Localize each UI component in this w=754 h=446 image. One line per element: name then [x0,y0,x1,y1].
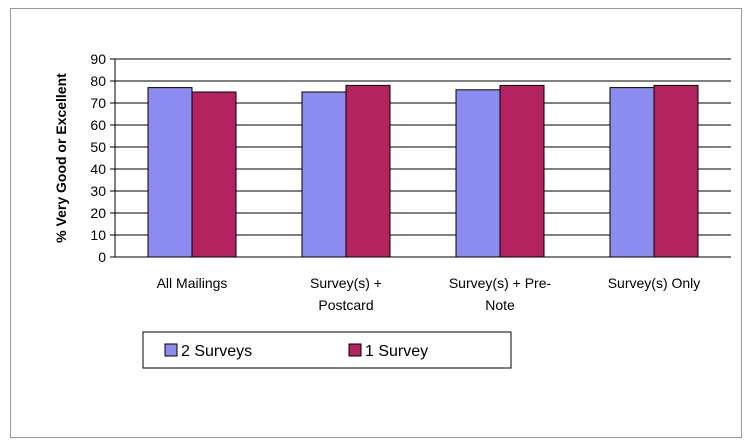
y-tick-label: 30 [90,183,106,199]
bar-series-2 [191,91,237,258]
y-axis-label: % Very Good or Excellent [53,73,69,243]
bar-series-1 [301,91,347,258]
bar-chart: 0 10 20 30 40 50 60 70 80 90 All Mailings Survey(s)… [53,51,731,369]
x-tick-label: Survey(s) + Postcard [310,275,382,313]
legend-label: 2 Surveys [181,343,252,360]
x-tick-label: All Mailings [157,275,228,291]
y-tick-label: 60 [90,117,106,133]
bar-series-1 [147,87,193,258]
x-tick-label: Survey(s) + Pre-Note [449,275,552,313]
bar-series-2 [653,84,699,258]
y-tick-label: 20 [90,205,106,221]
y-tick-label: 50 [90,139,106,155]
chart-frame: 0 10 20 30 40 50 60 70 80 90 All Mailings Survey(s)… [10,8,742,438]
y-tick-label: 10 [90,227,106,243]
y-tick-label: 70 [90,95,106,111]
y-tick-label: 40 [90,161,106,177]
y-tick-label: 80 [90,73,106,89]
bar-series-1 [455,89,501,258]
bar-series-1 [609,87,655,258]
legend-swatch [164,343,178,357]
bar-series-2 [345,84,391,258]
y-tick-label: 90 [90,51,106,67]
bar-series-2 [499,84,545,258]
y-tick-label: 0 [98,249,106,265]
legend-label: 1 Survey [365,343,428,360]
legend-swatch [348,343,362,357]
legend-box [142,331,512,369]
x-tick-label: Survey(s) Only [608,275,701,291]
